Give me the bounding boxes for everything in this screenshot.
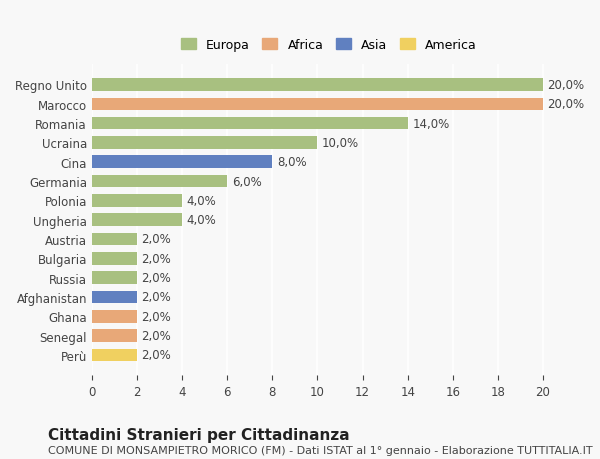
Text: 8,0%: 8,0% — [277, 156, 307, 169]
Text: 20,0%: 20,0% — [548, 98, 584, 111]
Bar — [92, 349, 137, 361]
Text: 2,0%: 2,0% — [142, 348, 171, 362]
Bar — [92, 156, 272, 168]
Text: 10,0%: 10,0% — [322, 137, 359, 150]
Text: Cittadini Stranieri per Cittadinanza: Cittadini Stranieri per Cittadinanza — [48, 427, 350, 442]
Bar — [92, 137, 317, 149]
Bar — [92, 233, 137, 246]
Text: 6,0%: 6,0% — [232, 175, 262, 188]
Text: 2,0%: 2,0% — [142, 329, 171, 342]
Bar — [92, 214, 182, 226]
Bar — [92, 98, 543, 111]
Legend: Europa, Africa, Asia, America: Europa, Africa, Asia, America — [176, 34, 481, 57]
Bar — [92, 195, 182, 207]
Text: 4,0%: 4,0% — [187, 214, 217, 227]
Bar — [92, 310, 137, 323]
Bar — [92, 175, 227, 188]
Text: 2,0%: 2,0% — [142, 252, 171, 265]
Text: COMUNE DI MONSAMPIETRO MORICO (FM) - Dati ISTAT al 1° gennaio - Elaborazione TUT: COMUNE DI MONSAMPIETRO MORICO (FM) - Dat… — [48, 445, 593, 455]
Bar — [92, 291, 137, 303]
Text: 14,0%: 14,0% — [412, 118, 449, 130]
Text: 2,0%: 2,0% — [142, 272, 171, 285]
Text: 2,0%: 2,0% — [142, 310, 171, 323]
Bar — [92, 79, 543, 91]
Text: 4,0%: 4,0% — [187, 195, 217, 207]
Bar — [92, 330, 137, 342]
Bar — [92, 252, 137, 265]
Text: 2,0%: 2,0% — [142, 291, 171, 304]
Text: 2,0%: 2,0% — [142, 233, 171, 246]
Bar — [92, 272, 137, 284]
Bar — [92, 118, 407, 130]
Text: 20,0%: 20,0% — [548, 79, 584, 92]
